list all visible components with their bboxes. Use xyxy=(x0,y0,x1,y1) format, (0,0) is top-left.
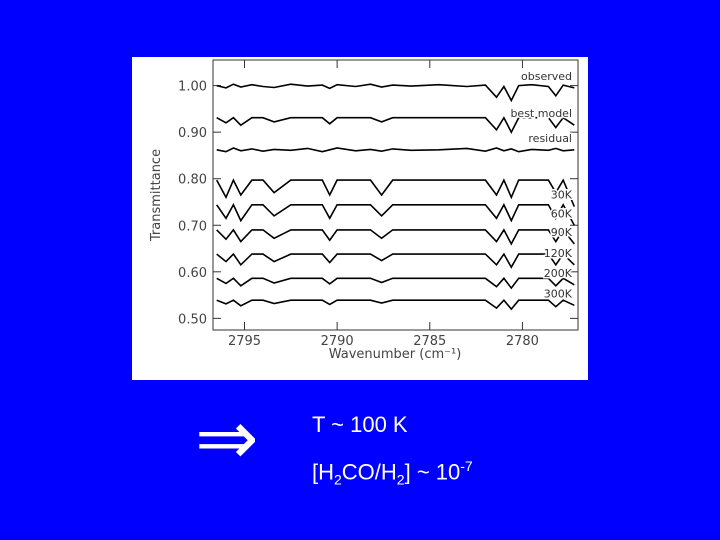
y-tick-label: 1.00 xyxy=(178,80,207,95)
formula-subscript: 2 xyxy=(396,471,405,488)
y-axis-title: Transmittance xyxy=(149,149,164,242)
spectrum-line xyxy=(216,228,575,246)
formula-superscript: -7 xyxy=(460,458,473,474)
series-label: 90K xyxy=(551,226,573,239)
series-label: 120K xyxy=(544,247,573,260)
formula-part: [H xyxy=(312,459,334,485)
spectrum-line xyxy=(216,252,575,269)
chart: Transmittance Wavenumber (cm⁻¹) 0.50 0.60… xyxy=(132,57,588,380)
series-label: best model xyxy=(510,107,572,120)
temperature-text: T ~ 100 K xyxy=(312,412,408,437)
y-tick-label: 0.90 xyxy=(178,126,207,141)
spectrum-line xyxy=(216,83,575,103)
spectrum-line xyxy=(216,203,576,226)
series-label: 200K xyxy=(544,267,573,280)
x-tick-label: 2785 xyxy=(413,334,446,349)
y-tick-label: 0.50 xyxy=(178,312,207,327)
series-label: residual xyxy=(528,132,572,145)
series-label: 30K xyxy=(551,189,573,202)
abundance-text: [H2CO/H2] ~ 10-7 xyxy=(312,458,473,488)
formula-part: ] ~ 10 xyxy=(404,459,461,485)
y-tick-label: 0.80 xyxy=(178,173,207,188)
y-tick-label: 0.70 xyxy=(178,219,207,234)
x-tick-label: 2780 xyxy=(506,334,539,349)
plot-frame xyxy=(212,59,579,331)
x-axis-title: Wavenumber (cm⁻¹) xyxy=(329,347,462,362)
spectrum-line xyxy=(216,147,575,153)
spectrum-line xyxy=(216,277,575,290)
x-tick-label: 2795 xyxy=(228,334,261,349)
y-tick-label: 0.60 xyxy=(178,266,207,281)
formula-part: CO/H xyxy=(341,459,397,485)
implies-arrow: ⇒ xyxy=(195,393,259,482)
formula-subscript: 2 xyxy=(334,471,342,488)
spectrum-line xyxy=(215,178,576,207)
series-label: observed xyxy=(521,70,572,83)
spectrum-line xyxy=(216,116,575,134)
series-label: 60K xyxy=(551,207,573,220)
series-label: 300K xyxy=(544,287,573,300)
spectrum-line xyxy=(216,298,575,311)
x-tick-label: 2790 xyxy=(321,334,354,349)
